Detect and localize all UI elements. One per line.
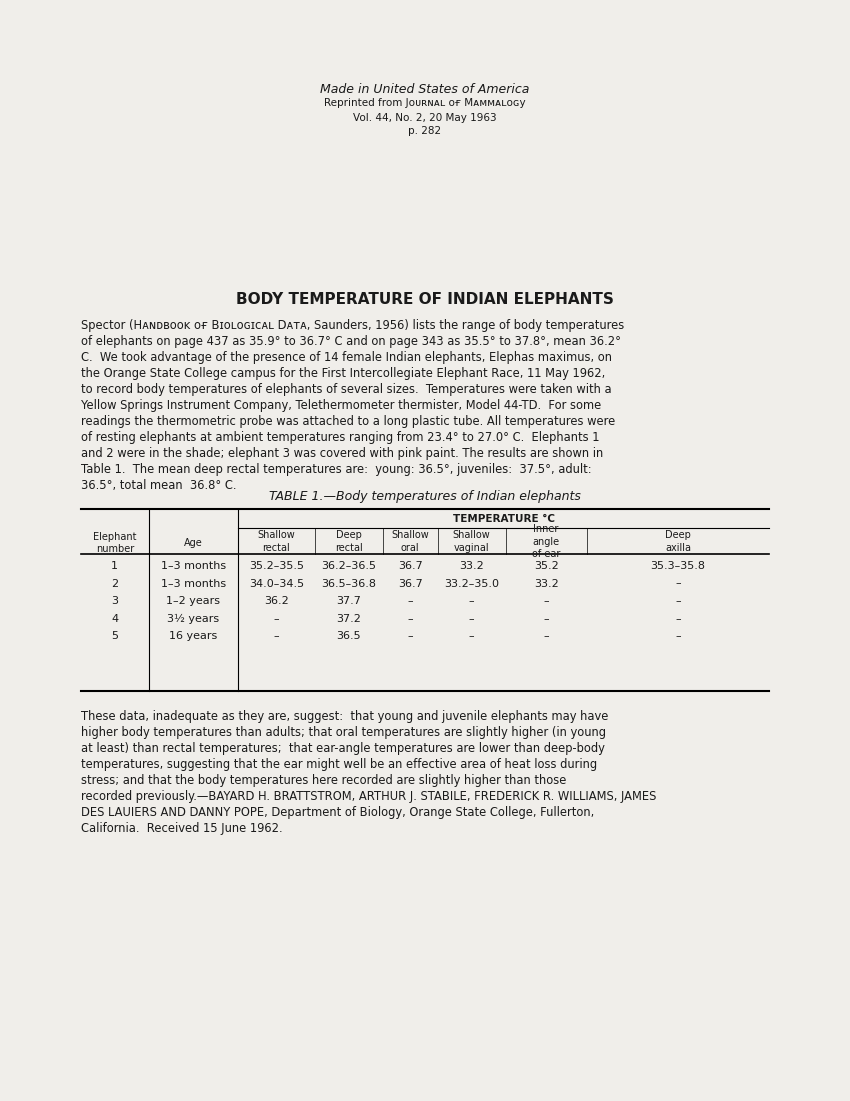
Text: stress; and that the body temperatures here recorded are slightly higher than th: stress; and that the body temperatures h…	[81, 774, 566, 787]
Text: 3: 3	[111, 596, 118, 607]
Text: readings the thermometric probe was attached to a long plastic tube. All tempera: readings the thermometric probe was atta…	[81, 415, 615, 428]
Text: Deep
rectal: Deep rectal	[335, 531, 362, 553]
Text: –: –	[543, 596, 549, 607]
Text: to record body temperatures of elephants of several sizes.  Temperatures were ta: to record body temperatures of elephants…	[81, 383, 611, 396]
Text: higher body temperatures than adults; that oral temperatures are slightly higher: higher body temperatures than adults; th…	[81, 727, 606, 739]
Text: –: –	[274, 613, 279, 624]
Text: temperatures, suggesting that the ear might well be an effective area of heat lo: temperatures, suggesting that the ear mi…	[81, 757, 597, 771]
Text: –: –	[469, 631, 474, 642]
Text: 36.5–36.8: 36.5–36.8	[321, 578, 376, 589]
Text: DES LAUIERS AND DANNY POPE, Department of Biology, Orange State College, Fullert: DES LAUIERS AND DANNY POPE, Department o…	[81, 806, 594, 819]
Text: –: –	[675, 596, 681, 607]
Text: –: –	[407, 596, 413, 607]
Text: 35.3–35.8: 35.3–35.8	[650, 560, 706, 571]
Text: –: –	[543, 613, 549, 624]
Text: 1: 1	[111, 560, 118, 571]
Text: Inner
angle
of ear: Inner angle of ear	[532, 524, 560, 559]
Text: –: –	[675, 578, 681, 589]
Text: of elephants on page 437 as 35.9° to 36.7° C and on page 343 as 35.5° to 37.8°, : of elephants on page 437 as 35.9° to 36.…	[81, 335, 620, 348]
Text: 3½ years: 3½ years	[167, 613, 219, 624]
Text: 1–3 months: 1–3 months	[161, 578, 226, 589]
Text: of resting elephants at ambient temperatures ranging from 23.4° to 27.0° C.  Ele: of resting elephants at ambient temperat…	[81, 432, 599, 444]
Text: 2: 2	[111, 578, 118, 589]
Text: Shallow
oral: Shallow oral	[391, 531, 429, 553]
Text: BODY TEMPERATURE OF INDIAN ELEPHANTS: BODY TEMPERATURE OF INDIAN ELEPHANTS	[236, 292, 614, 307]
Text: 36.7: 36.7	[398, 560, 422, 571]
Text: TABLE 1.—Body temperatures of Indian elephants: TABLE 1.—Body temperatures of Indian ele…	[269, 490, 581, 503]
Text: 33.2–35.0: 33.2–35.0	[445, 578, 499, 589]
Text: 1–2 years: 1–2 years	[167, 596, 220, 607]
Text: Spector (Hᴀɴᴅʙᴏᴏᴋ ᴏғ Bɪᴏʟᴏɢɪᴄᴀʟ Dᴀᴛᴀ, Saunders, 1956) lists the range of body te: Spector (Hᴀɴᴅʙᴏᴏᴋ ᴏғ Bɪᴏʟᴏɢɪᴄᴀʟ Dᴀᴛᴀ, Sa…	[81, 319, 624, 333]
Text: These data, inadequate as they are, suggest:  that young and juvenile elephants : These data, inadequate as they are, sugg…	[81, 710, 608, 723]
Text: 34.0–34.5: 34.0–34.5	[249, 578, 303, 589]
Text: –: –	[469, 613, 474, 624]
Text: Yellow Springs Instrument Company, Telethermometer thermister, Model 44-TD.  For: Yellow Springs Instrument Company, Telet…	[81, 400, 601, 412]
Text: Shallow
vaginal: Shallow vaginal	[453, 531, 490, 553]
Text: –: –	[543, 631, 549, 642]
Text: Made in United States of America: Made in United States of America	[320, 83, 530, 96]
Text: Elephant
number: Elephant number	[93, 532, 137, 554]
Text: –: –	[274, 631, 279, 642]
Text: Age: Age	[184, 537, 203, 548]
Text: –: –	[675, 631, 681, 642]
Text: Deep
axilla: Deep axilla	[665, 531, 691, 553]
Text: 36.5°, total mean  36.8° C.: 36.5°, total mean 36.8° C.	[81, 479, 236, 492]
Text: Reprinted from Jᴏᴜʀɴᴀʟ ᴏғ Mᴀᴍᴍᴀʟᴏɢу: Reprinted from Jᴏᴜʀɴᴀʟ ᴏғ Mᴀᴍᴍᴀʟᴏɢу	[324, 98, 526, 109]
Text: 36.5: 36.5	[337, 631, 360, 642]
Text: the Orange State College campus for the First Intercollegiate Elephant Race, 11 : the Orange State College campus for the …	[81, 368, 605, 380]
Text: and 2 were in the shade; elephant 3 was covered with pink paint. The results are: and 2 were in the shade; elephant 3 was …	[81, 447, 603, 460]
Text: C.  We took advantage of the presence of 14 female Indian elephants, Elephas max: C. We took advantage of the presence of …	[81, 351, 612, 364]
Text: 36.2–36.5: 36.2–36.5	[321, 560, 376, 571]
Text: Table 1.  The mean deep rectal temperatures are:  young: 36.5°, juveniles:  37.5: Table 1. The mean deep rectal temperatur…	[81, 464, 592, 476]
Text: –: –	[469, 596, 474, 607]
Text: California.  Received 15 June 1962.: California. Received 15 June 1962.	[81, 821, 282, 835]
Text: 16 years: 16 years	[169, 631, 218, 642]
Text: p. 282: p. 282	[409, 126, 441, 137]
Text: 37.2: 37.2	[336, 613, 361, 624]
Text: recorded previously.—BAYARD H. BRATTSTROM, ARTHUR J. STABILE, FREDERICK R. WILLI: recorded previously.—BAYARD H. BRATTSTRO…	[81, 791, 656, 803]
Text: Shallow
rectal: Shallow rectal	[258, 531, 295, 553]
Text: TEMPERATURE °C: TEMPERATURE °C	[452, 513, 554, 524]
Text: –: –	[675, 613, 681, 624]
Text: 5: 5	[111, 631, 118, 642]
Text: 35.2: 35.2	[534, 560, 558, 571]
Text: 1–3 months: 1–3 months	[161, 560, 226, 571]
Text: 37.7: 37.7	[336, 596, 361, 607]
Text: 36.2: 36.2	[264, 596, 289, 607]
Text: 4: 4	[111, 613, 118, 624]
Text: 33.2: 33.2	[459, 560, 484, 571]
Text: 36.7: 36.7	[398, 578, 422, 589]
Text: 35.2–35.5: 35.2–35.5	[249, 560, 303, 571]
Text: Vol. 44, No. 2, 20 May 1963: Vol. 44, No. 2, 20 May 1963	[354, 112, 496, 123]
Text: 33.2: 33.2	[534, 578, 558, 589]
Text: –: –	[407, 613, 413, 624]
Text: at least) than rectal temperatures;  that ear-angle temperatures are lower than : at least) than rectal temperatures; that…	[81, 742, 604, 755]
Text: –: –	[407, 631, 413, 642]
